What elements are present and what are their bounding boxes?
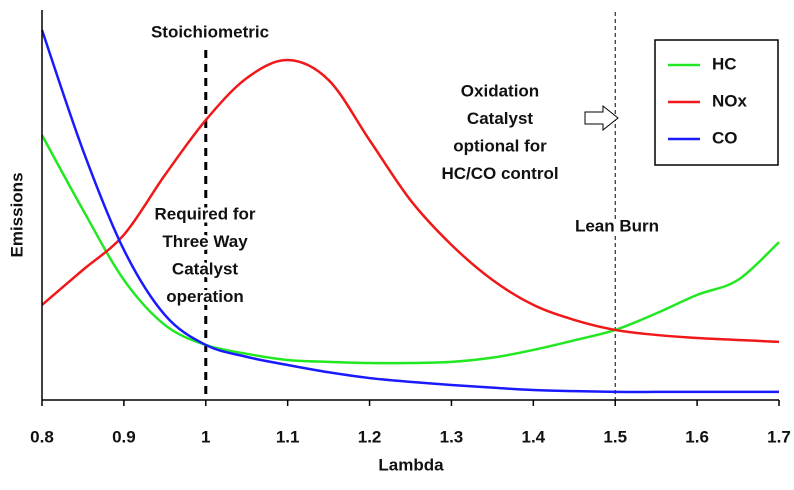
series-line (40, 134, 780, 365)
x-tick-label: 1.2 (358, 427, 382, 446)
annotation: Oxidation (461, 81, 539, 100)
x-tick-label: 0.8 (30, 427, 54, 446)
x-tick-label: 1.7 (767, 427, 791, 446)
x-tick-label: 1.1 (276, 427, 300, 446)
x-tick-label: 1.4 (522, 427, 546, 446)
x-tick-label: 1.6 (685, 427, 709, 446)
annotation: Three Way (162, 232, 248, 251)
x-tick-label: 1.3 (440, 427, 464, 446)
x-axis-label: Lambda (378, 455, 444, 474)
series-line (40, 29, 779, 394)
legend-label: NOx (712, 91, 748, 110)
series-line (41, 58, 780, 344)
annotation: Stoichiometric (151, 22, 269, 41)
y-axis-label: Emissions (7, 172, 26, 257)
annotation: Required for (154, 204, 255, 223)
annotation: Catalyst (467, 109, 533, 128)
legend-label: CO (712, 128, 738, 147)
annotation: Lean Burn (575, 216, 659, 235)
annotation: optional for (453, 136, 547, 155)
x-tick-label: 0.9 (112, 427, 136, 446)
annotation: operation (166, 287, 243, 306)
x-tick-label: 1.5 (603, 427, 627, 446)
x-tick-label: 1 (201, 427, 210, 446)
legend-label: HC (712, 54, 737, 73)
annotation: HC/CO control (441, 164, 558, 183)
arrow (584, 104, 619, 132)
annotation: Catalyst (172, 259, 238, 278)
